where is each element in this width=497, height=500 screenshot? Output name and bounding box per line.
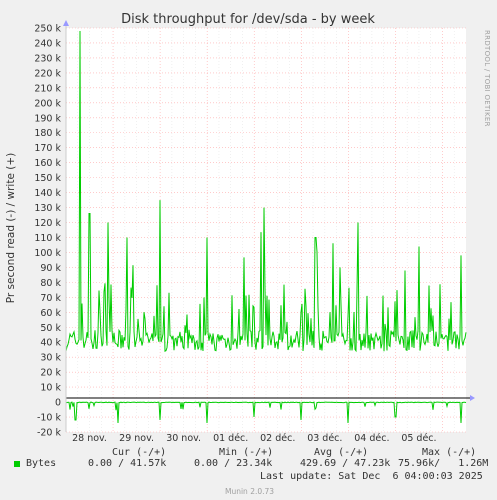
y-tick-label: 20 k <box>40 368 61 379</box>
y-tick-label: 120 k <box>34 218 61 229</box>
y-tick-labels: 250 k 240 k 230 k 220 k 210 k 200 k 190 k 180 k… <box>34 24 61 439</box>
legend-header-min: Min (-/+) <box>219 447 274 458</box>
last-update-text: Last update: Sat Dec 6 04:00:03 2025 <box>260 471 483 482</box>
x-tick-label: 02 déc. <box>260 433 295 444</box>
legend-avg-value: 429.69 / 47.23k <box>300 458 391 469</box>
y-tick-label: 40 k <box>40 338 61 349</box>
series-lines <box>65 30 467 424</box>
legend-swatch <box>14 461 20 467</box>
series-line-write <box>65 30 467 353</box>
x-tick-label: 29 nov. <box>119 433 154 444</box>
y-tick-label: 140 k <box>34 188 61 199</box>
legend-cur-value: 0.00 / 41.57k <box>88 458 167 469</box>
y-tick-label: 180 k <box>34 128 61 139</box>
munin-version-footer: Munin 2.0.73 <box>225 487 275 496</box>
x-tick-labels: 28 nov. 29 nov. 30 nov. 01 déc. 02 déc. 03 dé… <box>72 433 436 444</box>
y-tick-label: 90 k <box>40 263 61 274</box>
y-tick-label: 150 k <box>34 173 61 184</box>
y-tick-label: 210 k <box>34 83 61 94</box>
chart-title: Disk throughput for /dev/sda - by week <box>121 12 375 27</box>
series-line-read <box>66 401 467 424</box>
x-tick-label: 05 déc. <box>401 433 436 444</box>
y-tick-label: 10 k <box>40 383 61 394</box>
x-axis-arrow-icon <box>470 395 475 401</box>
y-tick-label: 250 k <box>34 24 61 35</box>
x-tick-label: 30 nov. <box>166 433 201 444</box>
y-tick-label: 130 k <box>34 203 61 214</box>
y-tick-label: 240 k <box>34 38 61 49</box>
y-tick-label: 30 k <box>40 353 61 364</box>
y-tick-label: 80 k <box>40 278 61 289</box>
y-tick-label: -10 k <box>37 413 62 424</box>
y-tick-label: 170 k <box>34 143 61 154</box>
legend-min-value: 0.00 / 23.34k <box>194 458 273 469</box>
legend-max-value: 75.96k/ 1.26M <box>398 458 489 469</box>
y-tick-label: -20 k <box>37 428 62 439</box>
y-tick-label: 190 k <box>34 113 61 124</box>
y-tick-label: 220 k <box>34 68 61 79</box>
x-tick-label: 04 déc. <box>354 433 389 444</box>
y-axis-label: Pr second read (-) / write (+) <box>5 153 17 304</box>
rrdtool-side-label: RRDTOOL / TOBI OETIKER <box>483 30 491 127</box>
legend-header-avg: Avg (-/+) <box>314 447 369 458</box>
y-tick-label: 110 k <box>34 233 61 244</box>
x-tick-label: 01 déc. <box>213 433 248 444</box>
y-tick-label: 60 k <box>40 308 61 319</box>
x-tick-label: 03 déc. <box>307 433 342 444</box>
legend-series-name: Bytes <box>26 458 57 469</box>
y-tick-label: 70 k <box>40 293 61 304</box>
y-tick-label: 160 k <box>34 158 61 169</box>
y-tick-label: 100 k <box>34 248 61 259</box>
y-tick-label: 200 k <box>34 98 61 109</box>
y-tick-label: 230 k <box>34 53 61 64</box>
y-axis-arrow-icon <box>63 20 69 26</box>
y-tick-label: 50 k <box>40 323 61 334</box>
x-tick-label: 28 nov. <box>72 433 107 444</box>
y-tick-label: 0 <box>55 398 61 409</box>
legend-header-max: Max (-/+) <box>422 447 477 458</box>
legend-header-cur: Cur (-/+) <box>112 447 167 458</box>
